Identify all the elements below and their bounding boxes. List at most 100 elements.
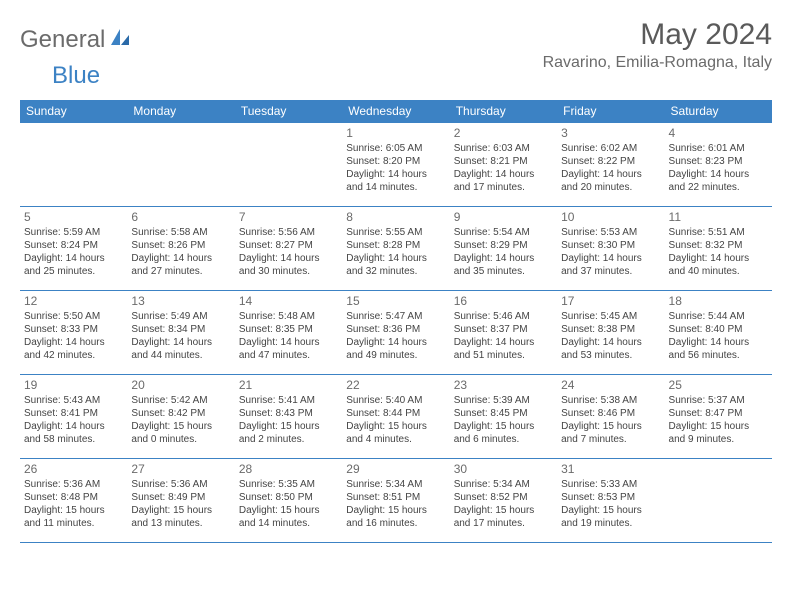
daylight-l2-text: and 40 minutes. xyxy=(669,265,768,278)
sunrise-text: Sunrise: 5:56 AM xyxy=(239,226,338,239)
sunrise-text: Sunrise: 5:46 AM xyxy=(454,310,553,323)
daylight-l1-text: Daylight: 14 hours xyxy=(454,336,553,349)
sunset-text: Sunset: 8:26 PM xyxy=(131,239,230,252)
daylight-l1-text: Daylight: 15 hours xyxy=(561,504,660,517)
calendar-day-cell: 3Sunrise: 6:02 AMSunset: 8:22 PMDaylight… xyxy=(557,123,664,207)
weekday-header: Sunday xyxy=(20,100,127,123)
sunrise-text: Sunrise: 5:58 AM xyxy=(131,226,230,239)
daylight-l1-text: Daylight: 15 hours xyxy=(454,504,553,517)
sunrise-text: Sunrise: 5:35 AM xyxy=(239,478,338,491)
sunset-text: Sunset: 8:37 PM xyxy=(454,323,553,336)
sunrise-text: Sunrise: 5:47 AM xyxy=(346,310,445,323)
daylight-l2-text: and 30 minutes. xyxy=(239,265,338,278)
sunrise-text: Sunrise: 5:48 AM xyxy=(239,310,338,323)
day-number: 11 xyxy=(669,210,768,224)
day-number: 31 xyxy=(561,462,660,476)
day-number: 22 xyxy=(346,378,445,392)
daylight-l2-text: and 37 minutes. xyxy=(561,265,660,278)
daylight-l2-text: and 17 minutes. xyxy=(454,181,553,194)
daylight-l2-text: and 0 minutes. xyxy=(131,433,230,446)
sunrise-text: Sunrise: 5:33 AM xyxy=(561,478,660,491)
daylight-l2-text: and 47 minutes. xyxy=(239,349,338,362)
daylight-l2-text: and 16 minutes. xyxy=(346,517,445,530)
calendar-day-cell: 13Sunrise: 5:49 AMSunset: 8:34 PMDayligh… xyxy=(127,291,234,375)
day-number: 30 xyxy=(454,462,553,476)
day-number: 3 xyxy=(561,126,660,140)
sunset-text: Sunset: 8:48 PM xyxy=(24,491,123,504)
daylight-l2-text: and 51 minutes. xyxy=(454,349,553,362)
daylight-l1-text: Daylight: 14 hours xyxy=(239,336,338,349)
sunset-text: Sunset: 8:45 PM xyxy=(454,407,553,420)
calendar-day-cell: 31 Sunrise: 5:33 AMSunset: 8:53 PMDayligh… xyxy=(557,459,664,543)
daylight-l2-text: and 2 minutes. xyxy=(239,433,338,446)
sunrise-text: Sunrise: 5:59 AM xyxy=(24,226,123,239)
day-number: 18 xyxy=(669,294,768,308)
calendar-day-cell xyxy=(127,123,234,207)
calendar-day-cell: 14Sunrise: 5:48 AMSunset: 8:35 PMDayligh… xyxy=(235,291,342,375)
calendar-day-cell: 7Sunrise: 5:56 AMSunset: 8:27 PMDaylight… xyxy=(235,207,342,291)
calendar-day-cell: 22Sunrise: 5:40 AMSunset: 8:44 PMDayligh… xyxy=(342,375,449,459)
sunset-text: Sunset: 8:43 PM xyxy=(239,407,338,420)
daylight-l1-text: Daylight: 15 hours xyxy=(239,504,338,517)
daylight-l1-text: Daylight: 14 hours xyxy=(239,252,338,265)
daylight-l2-text: and 17 minutes. xyxy=(454,517,553,530)
calendar-week-row: 12 Sunrise: 5:50 AMSunset: 8:33 PM Dayligh… xyxy=(20,291,772,375)
calendar-week-row: 19Sunrise: 5:43 AMSunset: 8:41 PMDayligh… xyxy=(20,375,772,459)
day-number: 16 xyxy=(454,294,553,308)
sunset-text: Sunset: 8:40 PM xyxy=(669,323,768,336)
daylight-l1-text: Daylight: 15 hours xyxy=(24,504,123,517)
daylight-l2-text: and 42 minutes. xyxy=(24,349,123,362)
sunset-text: Sunset: 8:21 PM xyxy=(454,155,553,168)
calendar-day-cell: 26Sunrise: 5:36 AMSunset: 8:48 PMDayligh… xyxy=(20,459,127,543)
daylight-l1-text: Daylight: 14 hours xyxy=(561,336,660,349)
sunrise-text: Sunrise: 5:50 AM xyxy=(24,310,123,323)
calendar-day-cell: 16 Sunrise: 5:46 AMSunset: 8:37 PMDayligh… xyxy=(450,291,557,375)
location-label: Ravarino, Emilia-Romagna, Italy xyxy=(543,54,772,72)
daylight-l1-text: Daylight: 14 hours xyxy=(454,252,553,265)
sunset-text: Sunset: 8:33 PM xyxy=(24,323,123,336)
logo-sail-icon xyxy=(109,27,131,54)
day-number: 27 xyxy=(131,462,230,476)
daylight-l2-text: and 11 minutes. xyxy=(24,517,123,530)
daylight-l1-text: Daylight: 15 hours xyxy=(239,420,338,433)
daylight-l1-text: Daylight: 15 hours xyxy=(561,420,660,433)
daylight-l1-text: Daylight: 15 hours xyxy=(346,420,445,433)
sunrise-text: Sunrise: 5:38 AM xyxy=(561,394,660,407)
day-number: 20 xyxy=(131,378,230,392)
sunset-text: Sunset: 8:50 PM xyxy=(239,491,338,504)
day-number: 7 xyxy=(239,210,338,224)
daylight-l2-text: and 14 minutes. xyxy=(346,181,445,194)
sunset-text: Sunset: 8:46 PM xyxy=(561,407,660,420)
daylight-l2-text: and 32 minutes. xyxy=(346,265,445,278)
sunset-text: Sunset: 8:49 PM xyxy=(131,491,230,504)
daylight-l1-text: Daylight: 14 hours xyxy=(454,168,553,181)
sunset-text: Sunset: 8:38 PM xyxy=(561,323,660,336)
calendar-day-cell: 29Sunrise: 5:34 AMSunset: 8:51 PMDayligh… xyxy=(342,459,449,543)
sunrise-text: Sunrise: 5:40 AM xyxy=(346,394,445,407)
sunrise-text: Sunrise: 5:36 AM xyxy=(24,478,123,491)
daylight-l1-text: Daylight: 14 hours xyxy=(346,336,445,349)
calendar-day-cell: 19Sunrise: 5:43 AMSunset: 8:41 PMDayligh… xyxy=(20,375,127,459)
sunset-text: Sunset: 8:35 PM xyxy=(239,323,338,336)
day-number: 4 xyxy=(669,126,768,140)
sunrise-text: Sunrise: 6:05 AM xyxy=(346,142,445,155)
sunrise-text: Sunrise: 5:44 AM xyxy=(669,310,768,323)
calendar-day-cell: 6Sunrise: 5:58 AMSunset: 8:26 PMDaylight… xyxy=(127,207,234,291)
sunset-text: Sunset: 8:22 PM xyxy=(561,155,660,168)
sunset-text: Sunset: 8:28 PM xyxy=(346,239,445,252)
sunset-text: Sunset: 8:53 PM xyxy=(561,491,660,504)
day-number: 12 xyxy=(24,294,123,308)
day-number: 13 xyxy=(131,294,230,308)
calendar-day-cell: 10Sunrise: 5:53 AMSunset: 8:30 PMDayligh… xyxy=(557,207,664,291)
daylight-l1-text: Daylight: 14 hours xyxy=(131,336,230,349)
daylight-l2-text: and 27 minutes. xyxy=(131,265,230,278)
sunset-text: Sunset: 8:20 PM xyxy=(346,155,445,168)
sunset-text: Sunset: 8:23 PM xyxy=(669,155,768,168)
daylight-l1-text: Daylight: 14 hours xyxy=(24,420,123,433)
sunrise-text: Sunrise: 5:37 AM xyxy=(669,394,768,407)
sunrise-text: Sunrise: 5:45 AM xyxy=(561,310,660,323)
sunset-text: Sunset: 8:42 PM xyxy=(131,407,230,420)
daylight-l2-text: and 7 minutes. xyxy=(561,433,660,446)
sunrise-text: Sunrise: 6:02 AM xyxy=(561,142,660,155)
day-number: 28 xyxy=(239,462,338,476)
